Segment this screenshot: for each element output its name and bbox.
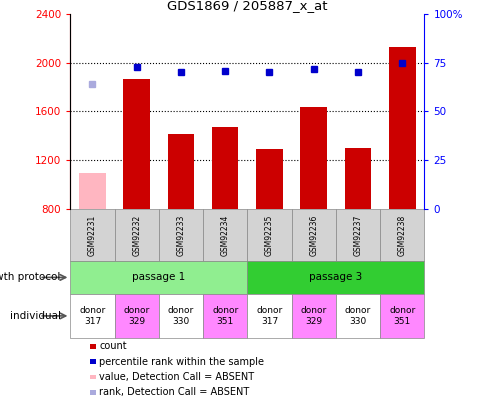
Bar	[247, 209, 291, 261]
Bar	[203, 209, 247, 261]
Bar	[335, 209, 379, 261]
Text: GSM92238: GSM92238	[397, 214, 406, 256]
Bar	[70, 294, 114, 338]
Text: value, Detection Call = ABSENT: value, Detection Call = ABSENT	[99, 372, 254, 382]
Bar	[300, 107, 326, 209]
Text: donor
317: donor 317	[79, 306, 106, 326]
Text: GSM92236: GSM92236	[309, 214, 318, 256]
Text: percentile rank within the sample: percentile rank within the sample	[99, 357, 264, 367]
Text: passage 3: passage 3	[309, 273, 362, 282]
Text: donor
329: donor 329	[300, 306, 326, 326]
Text: GSM92232: GSM92232	[132, 214, 141, 256]
Text: GSM92237: GSM92237	[353, 214, 362, 256]
Bar	[291, 294, 335, 338]
Text: passage 1: passage 1	[132, 273, 185, 282]
Bar	[114, 209, 158, 261]
Bar	[123, 79, 150, 209]
Bar	[247, 294, 291, 338]
Bar	[256, 149, 282, 209]
Bar	[114, 294, 158, 338]
Title: GDS1869 / 205887_x_at: GDS1869 / 205887_x_at	[167, 0, 327, 12]
Bar	[70, 209, 114, 261]
Text: donor
330: donor 330	[167, 306, 194, 326]
Text: GSM92233: GSM92233	[176, 214, 185, 256]
Text: donor
330: donor 330	[344, 306, 370, 326]
Text: growth protocol: growth protocol	[0, 273, 60, 282]
Bar	[70, 261, 247, 294]
Bar	[379, 294, 424, 338]
Bar	[335, 294, 379, 338]
Text: individual: individual	[10, 311, 60, 321]
Bar	[344, 149, 370, 209]
Bar	[203, 294, 247, 338]
Bar	[167, 134, 194, 209]
Bar	[379, 209, 424, 261]
Text: count: count	[99, 341, 127, 351]
Text: donor
351: donor 351	[388, 306, 414, 326]
Bar	[158, 294, 203, 338]
Text: GSM92231: GSM92231	[88, 214, 97, 256]
Bar	[247, 261, 424, 294]
Bar	[79, 173, 106, 209]
Text: rank, Detection Call = ABSENT: rank, Detection Call = ABSENT	[99, 388, 249, 397]
Text: GSM92234: GSM92234	[220, 214, 229, 256]
Bar	[158, 209, 203, 261]
Text: GSM92235: GSM92235	[264, 214, 273, 256]
Bar	[291, 209, 335, 261]
Text: donor
317: donor 317	[256, 306, 282, 326]
Text: donor
329: donor 329	[123, 306, 150, 326]
Bar	[212, 127, 238, 209]
Bar	[388, 47, 415, 209]
Text: donor
351: donor 351	[212, 306, 238, 326]
